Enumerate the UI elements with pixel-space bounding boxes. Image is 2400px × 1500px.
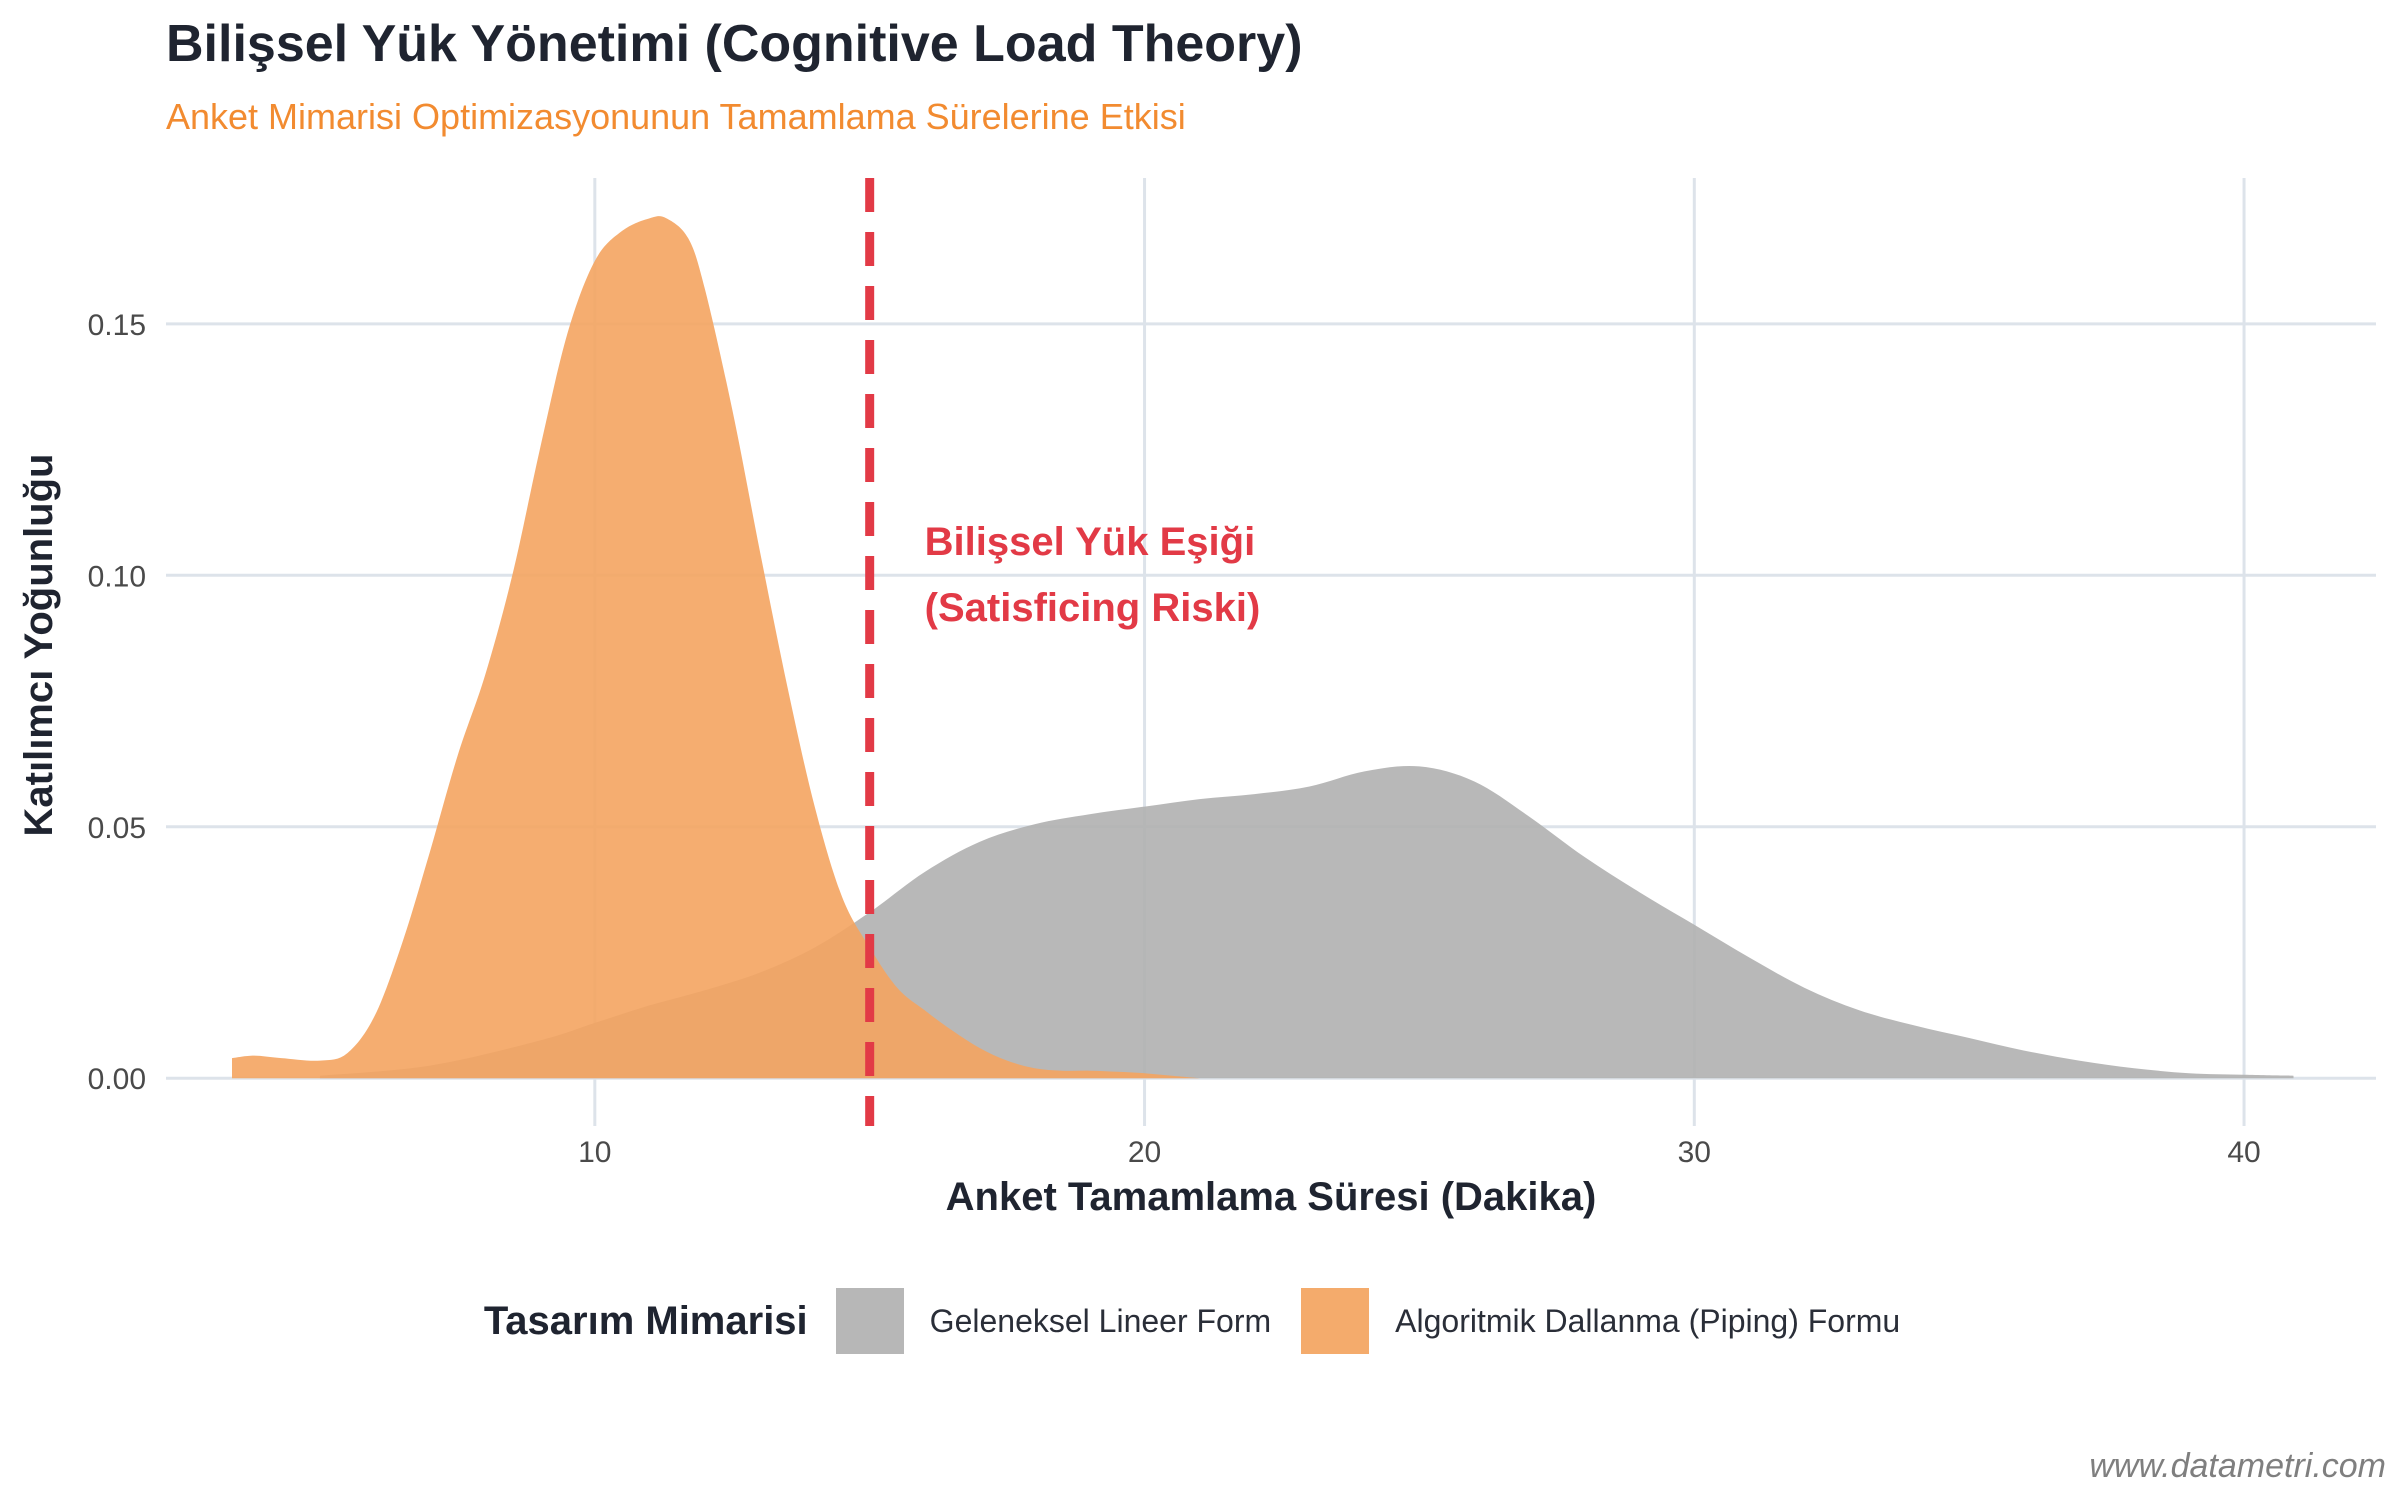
density-area-piping [232,216,1200,1079]
x-tick-label: 20 [1128,1136,1161,1169]
legend-swatch-linear [835,1288,904,1354]
threshold-annotation-line: Bilişsel Yük Eşiği [925,520,1256,564]
x-tick-label: 40 [2227,1136,2260,1169]
legend-item-piping: Algoritmik Dallanma (Piping) Formu [1301,1288,1900,1354]
x-tick-label: 30 [1678,1136,1711,1169]
y-axis-label: Katılımcı Yoğunluğu [17,454,61,837]
y-tick-label: 0.10 [88,560,146,593]
legend-item-linear: Geleneksel Lineer Form [835,1288,1272,1354]
legend: Tasarım Mimarisi Geleneksel Lineer Form … [0,1288,2400,1354]
density-chart: Bilişsel Yük Eşiği (Satisficing Riski) 0.… [17,178,2376,1219]
chart-subtitle: Anket Mimarisi Optimizasyonunun Tamamlam… [166,96,1186,137]
annotations: Bilişsel Yük Eşiği (Satisficing Riski) [865,178,1261,1126]
legend-label-piping: Algoritmik Dallanma (Piping) Formu [1395,1302,1901,1339]
legend-label-linear: Geleneksel Lineer Form [929,1302,1272,1339]
source-caption: www.datametri.com [2089,1447,2386,1485]
legend-swatch-piping [1301,1288,1370,1354]
y-tick-label: 0.15 [88,309,146,342]
legend-title: Tasarım Mimarisi [483,1298,808,1343]
density-areas [232,216,2294,1079]
y-tick-label: 0.05 [88,812,146,845]
y-tick-label: 0.00 [88,1063,146,1096]
axis-ticks: 0.00 0.05 0.10 0.15 10 20 30 40 [88,309,2261,1169]
x-axis-label: Anket Tamamlama Süresi (Dakika) [946,1175,1597,1219]
x-tick-label: 10 [578,1136,611,1169]
chart-title: Bilişsel Yük Yönetimi (Cognitive Load Th… [166,15,1303,73]
threshold-annotation-line: (Satisficing Riski) [925,586,1261,630]
